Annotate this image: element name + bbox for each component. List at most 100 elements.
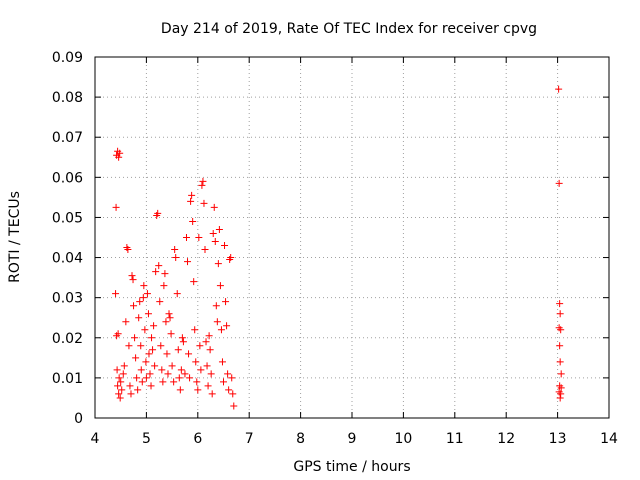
data-point [167, 330, 175, 338]
x-tick-label: 5 [142, 431, 151, 447]
data-point [142, 358, 150, 366]
data-point [171, 246, 179, 254]
data-point [138, 378, 146, 386]
data-point [214, 260, 222, 268]
data-point [131, 334, 139, 342]
data-point [207, 370, 215, 378]
data-point [172, 254, 180, 262]
data-point [145, 350, 153, 358]
data-point [201, 246, 209, 254]
x-tick-label: 6 [193, 431, 202, 447]
x-tick-label: 14 [600, 431, 618, 447]
y-tick-label: 0.04 [52, 251, 83, 267]
data-point [116, 149, 124, 157]
data-point [206, 346, 214, 354]
data-point [114, 382, 122, 390]
data-point [209, 229, 217, 237]
data-point [185, 350, 193, 358]
data-point [118, 386, 126, 394]
data-point [166, 314, 174, 322]
data-point [141, 326, 149, 334]
data-point [555, 179, 563, 187]
data-point [230, 402, 238, 410]
data-point [148, 334, 156, 342]
data-point [143, 290, 151, 298]
data-point [205, 332, 213, 340]
y-tick-label: 0.01 [52, 371, 83, 387]
data-point [112, 203, 120, 211]
data-point [115, 374, 123, 382]
data-point [212, 302, 220, 310]
data-point [228, 374, 236, 382]
data-point [190, 278, 198, 286]
grid [95, 57, 609, 418]
data-point [128, 272, 136, 280]
data-point [125, 342, 133, 350]
data-point [178, 334, 186, 342]
data-point [202, 338, 210, 346]
data-points [112, 85, 565, 410]
data-point [218, 358, 226, 366]
data-point [187, 197, 195, 205]
x-tick-label: 12 [497, 431, 515, 447]
data-point [152, 268, 160, 276]
data-point [194, 386, 202, 394]
data-point [557, 326, 565, 334]
data-point [182, 234, 190, 241]
data-point [155, 262, 163, 270]
data-point [157, 342, 165, 350]
data-point [160, 282, 168, 290]
data-point [127, 390, 135, 398]
data-point [126, 382, 134, 390]
data-point [135, 314, 143, 322]
data-point [161, 270, 169, 278]
data-point [227, 254, 235, 262]
data-point [203, 362, 211, 370]
data-point [224, 370, 232, 378]
data-point [159, 378, 167, 386]
x-axis-title: GPS time / hours [293, 459, 410, 475]
data-point [173, 290, 181, 298]
y-tick-label: 0.06 [52, 170, 83, 186]
axis-ticks [94, 56, 610, 419]
data-point [156, 298, 164, 306]
data-point [144, 310, 152, 318]
data-point [556, 394, 564, 402]
data-point [556, 342, 564, 350]
data-point [177, 366, 185, 374]
data-point [192, 358, 200, 366]
data-point [150, 322, 158, 330]
data-point [221, 242, 229, 250]
y-tick-label: 0.09 [52, 50, 83, 66]
data-point [147, 382, 155, 390]
data-point [115, 390, 123, 398]
data-point [162, 318, 170, 326]
x-tick-label: 11 [446, 431, 464, 447]
data-point [181, 370, 189, 378]
data-point [133, 374, 141, 382]
data-point [225, 386, 233, 394]
y-tick-label: 0.05 [52, 210, 83, 226]
x-tick-label: 9 [348, 431, 357, 447]
data-point [179, 338, 187, 346]
data-point [555, 85, 563, 93]
data-point [137, 366, 145, 374]
x-axis-tick-labels: 4 5 6 7 8 9 10 11 12 13 14 [91, 431, 618, 447]
data-point [222, 298, 230, 306]
data-point [115, 153, 123, 161]
data-point [116, 394, 124, 402]
y-tick-label: 0.02 [52, 331, 83, 347]
data-point [208, 390, 216, 398]
data-point [176, 386, 184, 394]
data-point [117, 378, 125, 386]
data-point [151, 362, 159, 370]
data-point [139, 294, 147, 302]
data-point [136, 298, 144, 306]
data-point [223, 322, 231, 330]
data-point [134, 386, 142, 394]
data-point [189, 217, 197, 225]
data-point [122, 318, 130, 326]
data-point [149, 346, 157, 354]
data-point [217, 326, 225, 334]
data-point [132, 354, 140, 362]
